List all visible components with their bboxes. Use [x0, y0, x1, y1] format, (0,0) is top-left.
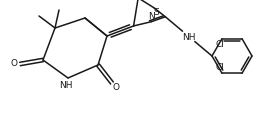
Text: O: O: [112, 84, 120, 92]
Text: S: S: [154, 8, 160, 17]
Text: Cl: Cl: [215, 63, 224, 72]
Text: NH: NH: [59, 82, 73, 90]
Text: Cl: Cl: [215, 40, 224, 49]
Text: NH: NH: [182, 33, 195, 42]
Text: O: O: [11, 60, 18, 68]
Text: N: N: [148, 12, 155, 21]
